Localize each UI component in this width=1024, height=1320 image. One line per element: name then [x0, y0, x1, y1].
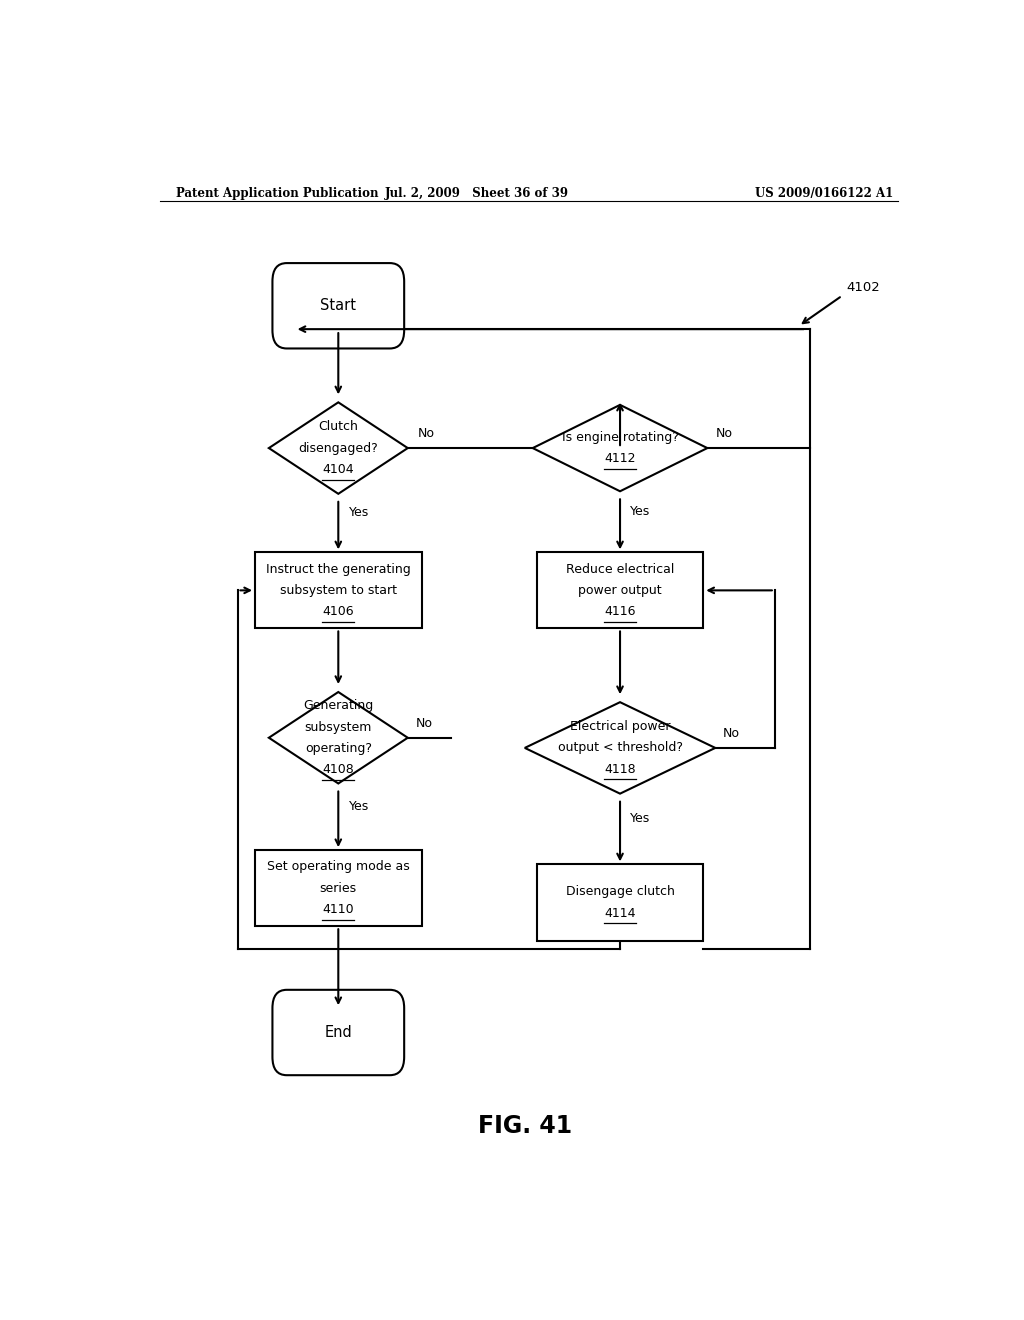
Polygon shape: [524, 702, 715, 793]
Text: power output: power output: [579, 583, 662, 597]
Text: 4118: 4118: [604, 763, 636, 776]
Text: operating?: operating?: [305, 742, 372, 755]
Text: US 2009/0166122 A1: US 2009/0166122 A1: [755, 187, 893, 199]
Text: FIG. 41: FIG. 41: [478, 1114, 571, 1138]
Text: No: No: [416, 717, 433, 730]
Text: 4116: 4116: [604, 605, 636, 618]
Text: End: End: [325, 1026, 352, 1040]
Text: series: series: [319, 882, 357, 895]
Text: Yes: Yes: [348, 800, 369, 813]
Text: output < threshold?: output < threshold?: [557, 742, 683, 755]
Text: No: No: [715, 426, 732, 440]
Text: 4110: 4110: [323, 903, 354, 916]
Text: subsystem: subsystem: [304, 721, 372, 734]
Text: Yes: Yes: [348, 507, 369, 519]
FancyBboxPatch shape: [272, 990, 404, 1076]
Text: No: No: [417, 426, 434, 440]
Text: Clutch: Clutch: [318, 420, 358, 433]
Polygon shape: [532, 405, 708, 491]
Text: 4106: 4106: [323, 605, 354, 618]
Text: Generating: Generating: [303, 700, 374, 713]
Text: 4114: 4114: [604, 907, 636, 920]
Text: disengaged?: disengaged?: [298, 442, 378, 454]
Text: Start: Start: [321, 298, 356, 313]
Text: Jul. 2, 2009   Sheet 36 of 39: Jul. 2, 2009 Sheet 36 of 39: [385, 187, 569, 199]
Bar: [537, 552, 703, 628]
Text: Electrical power: Electrical power: [569, 721, 671, 733]
Text: Reduce electrical: Reduce electrical: [566, 562, 674, 576]
Text: subsystem to start: subsystem to start: [280, 583, 397, 597]
Text: Set operating mode as: Set operating mode as: [267, 861, 410, 874]
Text: Patent Application Publication: Patent Application Publication: [176, 187, 378, 199]
Polygon shape: [269, 403, 408, 494]
Bar: [255, 552, 422, 628]
Text: 4108: 4108: [323, 763, 354, 776]
Text: Instruct the generating: Instruct the generating: [266, 562, 411, 576]
Text: Yes: Yes: [631, 506, 650, 517]
Text: Is engine rotating?: Is engine rotating?: [561, 430, 679, 444]
Text: Disengage clutch: Disengage clutch: [565, 886, 675, 898]
Text: No: No: [723, 727, 740, 739]
FancyBboxPatch shape: [272, 263, 404, 348]
Text: 4104: 4104: [323, 463, 354, 477]
Text: Yes: Yes: [631, 812, 650, 825]
Text: 4112: 4112: [604, 453, 636, 465]
Polygon shape: [269, 692, 408, 784]
Bar: [255, 850, 422, 927]
Text: 4102: 4102: [846, 281, 880, 293]
Bar: [537, 865, 703, 941]
